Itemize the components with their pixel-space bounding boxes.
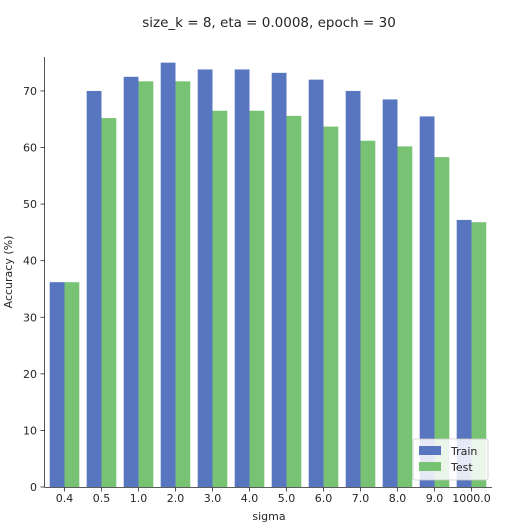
legend: Train Test [413,439,488,480]
bar-train-3-0 [198,69,213,487]
bar-train-0-5 [87,91,102,487]
y-tick-label: 30 [23,311,37,324]
legend-swatch-test [419,462,441,471]
legend-swatch-train [419,446,441,455]
y-tick-label: 0 [30,481,37,494]
bar-test-7-0 [361,141,376,487]
x-tick-label: 6.0 [315,492,333,505]
bar-test-0-4 [65,282,80,487]
bar-test-1-0 [139,81,154,487]
y-tick-label: 10 [23,424,37,437]
bar-train-7-0 [346,91,361,487]
bar-test-8-0 [398,146,413,487]
x-tick-label: 3.0 [204,492,222,505]
y-tick-label: 50 [23,198,37,211]
y-tick-label: 40 [23,255,37,268]
bar-test-0-5 [102,118,117,487]
bars-group [50,63,487,487]
y-tick-label: 70 [23,85,37,98]
y-axis-label: Accuracy (%) [2,236,15,309]
x-tick-label: 4.0 [241,492,259,505]
bar-train-1-0 [124,77,139,487]
bar-test-6-0 [324,127,339,487]
x-axis-label: sigma [252,510,285,523]
x-tick-label: 8.0 [389,492,407,505]
y-tick-label: 60 [23,142,37,155]
x-tick-label: 1.0 [130,492,148,505]
x-tick-label: 2.0 [167,492,185,505]
bar-train-9-0 [420,116,435,487]
x-ticks-group: 0.4 0.5 1.0 2.0 3.0 4.0 5.0 6.0 7.0 8.0 9.0 1000.0 [56,488,491,506]
bar-test-3-0 [213,111,228,487]
bar-train-4-0 [235,69,250,487]
y-ticks-group: 0 10 20 30 40 50 60 70 [23,85,45,494]
bar-test-5-0 [287,116,302,487]
chart-title: size_k = 8, eta = 0.0008, epoch = 30 [142,15,396,31]
x-tick-label: 1000.0 [452,492,491,505]
bar-train-6-0 [309,80,324,487]
bar-test-4-0 [250,111,265,487]
bar-train-2-0 [161,63,176,487]
y-tick-label: 20 [23,368,37,381]
bar-test-9-0 [435,157,450,487]
bar-train-5-0 [272,73,287,487]
x-tick-label: 7.0 [352,492,370,505]
bar-test-2-0 [176,81,191,487]
legend-label-test: Test [450,461,473,474]
legend-label-train: Train [450,445,477,458]
x-tick-label: 5.0 [278,492,296,505]
bar-train-8-0 [383,99,398,487]
x-tick-label: 0.4 [56,492,74,505]
x-tick-label: 9.0 [426,492,444,505]
x-tick-label: 0.5 [93,492,111,505]
bar-train-0-4 [50,282,65,487]
